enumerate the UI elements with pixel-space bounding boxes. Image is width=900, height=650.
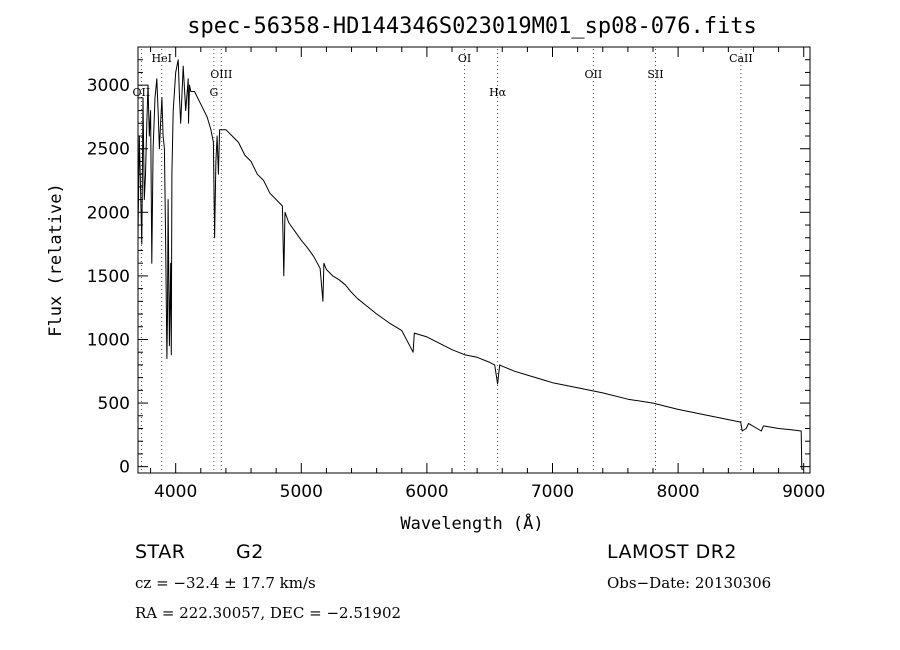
- x-axis-label: Wavelength (Å): [400, 512, 543, 534]
- x-axis: 4000 5000 6000 7000 8000 9000: [150, 47, 825, 502]
- x-tick-label: 5000: [280, 482, 323, 502]
- survey-label: LAMOST DR2: [607, 541, 737, 563]
- spectral-line-label: OII: [133, 86, 151, 99]
- y-axis: 0 500 1000 1500 2000 2500 3000: [87, 59, 810, 478]
- x-tick-label: 4000: [154, 482, 197, 502]
- redshift-readout: cz = −32.4 ± 17.7 km/s: [135, 574, 316, 592]
- y-tick-label: 2000: [87, 203, 130, 223]
- spectral-line-label: OIII: [210, 68, 232, 81]
- spectral-line-label: OII: [584, 68, 602, 81]
- x-tick-label: 6000: [405, 482, 448, 502]
- spectral-line-label: HeI: [152, 52, 172, 65]
- coordinates-readout: RA = 222.30057, DEC = −2.51902: [135, 604, 402, 622]
- spectral-line-label: G: [209, 86, 218, 99]
- y-tick-label: 500: [98, 394, 130, 414]
- object-class-label: STAR: [135, 541, 186, 563]
- y-axis-label: Flux (relative): [46, 183, 66, 337]
- plot-frame: [137, 46, 811, 474]
- spectrum-line: [137, 59, 804, 470]
- y-tick-label: 1000: [87, 330, 130, 350]
- y-tick-label: 1500: [87, 267, 130, 287]
- spectral-line-label: CaII: [729, 52, 753, 65]
- y-tick-label: 0: [119, 458, 130, 478]
- x-tick-label: 7000: [531, 482, 574, 502]
- y-tick-label: 2500: [87, 140, 130, 160]
- x-tick-label: 8000: [656, 482, 699, 502]
- spectral-line-label: OI: [458, 52, 471, 65]
- observation-date: Obs−Date: 20130306: [607, 574, 772, 592]
- y-tick-label: 3000: [87, 76, 130, 96]
- chart-title: spec-56358-HD144346S023019M01_sp08-076.f…: [187, 14, 757, 39]
- x-tick-label: 9000: [782, 482, 825, 502]
- spectral-line-label: Hα: [489, 86, 507, 99]
- spectral-line-label: SII: [647, 68, 663, 81]
- spectral-line-markers: OII HeI G OIII OI Hα OII SII CaII: [133, 49, 753, 471]
- spectrum-series: [137, 59, 804, 470]
- subclass-label: G2: [236, 541, 264, 563]
